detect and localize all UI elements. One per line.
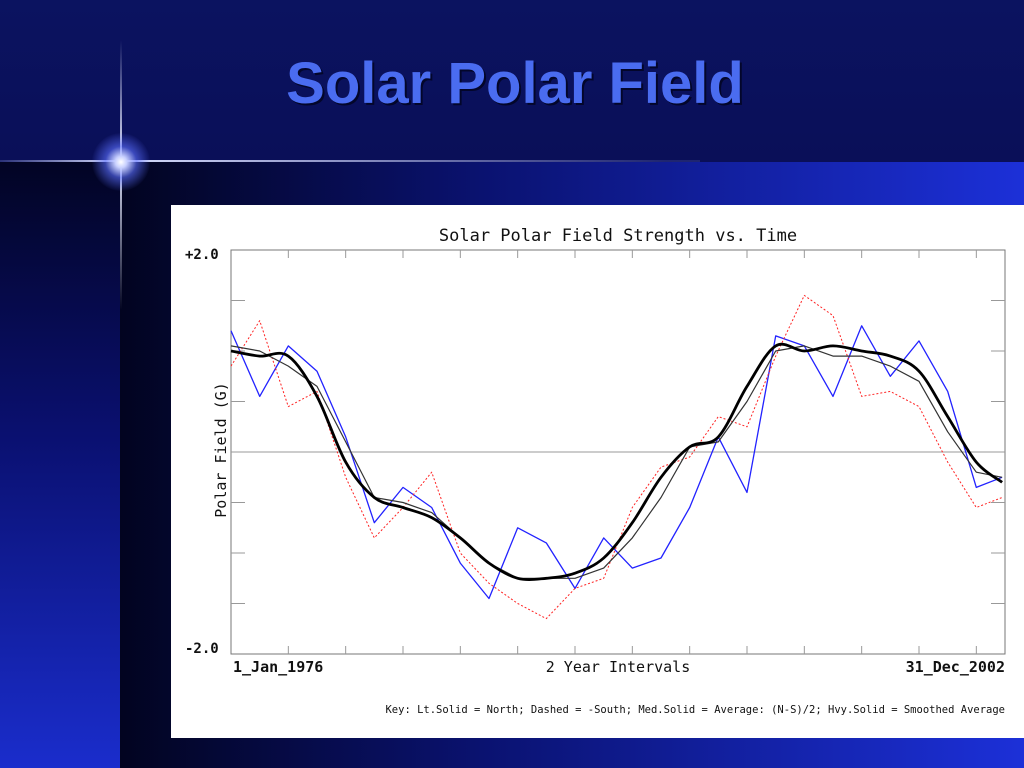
slide-title: Solar Polar Field <box>286 51 744 116</box>
chart-title: Solar Polar Field Strength vs. Time <box>439 226 797 246</box>
chart-panel: Solar Polar Field Strength vs. Time +2.0… <box>171 205 1024 738</box>
y-axis-label: Polar Field (G) <box>212 382 230 517</box>
x-end-label: 31_Dec_2002 <box>906 658 1005 676</box>
x-start-label: 1_Jan_1976 <box>233 658 323 676</box>
y-top-label: +2.0 <box>185 247 219 263</box>
x-axis-label: 2 Year Intervals <box>546 658 691 676</box>
slide-header-band <box>0 0 1024 162</box>
tick-grid <box>231 250 1005 654</box>
chart-key: Key: Lt.Solid = North; Dashed = -South; … <box>385 704 1005 716</box>
star-flare-horizontal <box>0 160 700 162</box>
series-line-dashed <box>230 294 1003 620</box>
y-bottom-label: -2.0 <box>185 641 219 657</box>
series-layer <box>230 294 1003 620</box>
slide-left-strip <box>0 162 120 768</box>
series-line-medium-solid <box>230 345 1003 579</box>
polar-field-chart: Solar Polar Field Strength vs. Time +2.0… <box>185 226 1006 716</box>
star-sparkle-icon <box>92 133 150 191</box>
series-line-heavy-solid <box>230 342 1003 582</box>
